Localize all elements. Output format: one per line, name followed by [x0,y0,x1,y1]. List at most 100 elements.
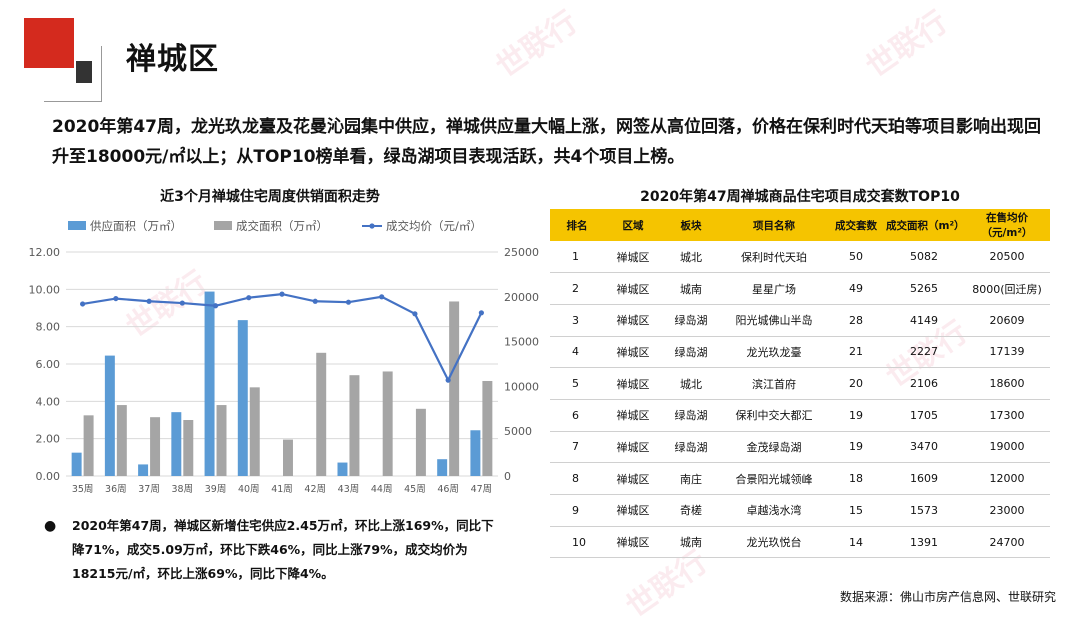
price-line [82,292,483,383]
bar-sales [249,387,260,476]
y-right-tick-label: 0 [504,470,511,483]
cell-district: 禅城区 [604,241,662,274]
bar-supply [437,459,448,476]
cell-area: 1609 [884,462,964,495]
header-project: 项目名称 [720,209,828,241]
cell-sector: 城南 [662,272,720,305]
cell-area: 5265 [884,272,964,305]
bar-supply [470,430,481,476]
cell-area: 3470 [884,431,964,464]
cell-area: 2106 [884,367,964,400]
cell-units: 21 [828,336,884,369]
table-header-row: 排名 区域 板块 项目名称 成交套数 成交面积（m²） 在售均价（元/m²） [550,209,1050,241]
x-tick-label: 36周 [105,484,127,495]
price-point [80,301,86,307]
bar-supply [104,355,115,476]
chart-title: 近3个月禅城住宅周度供销面积走势 [160,189,380,205]
x-tick-label: 41周 [271,484,293,495]
cell-area: 4149 [884,304,964,337]
cell-price: 23000 [964,494,1050,527]
y-left-tick-label: 4.00 [36,395,61,408]
x-tick-label: 39周 [205,484,227,495]
cell-sector: 城北 [662,241,720,274]
watermark: 世联行 [860,4,954,86]
table-row: 7 禅城区 绿岛湖 金茂绿岛湖 19 3470 19000 [550,431,1050,464]
price-point [246,295,252,301]
cell-units: 19 [828,399,884,432]
cell-units: 20 [828,367,884,400]
cell-district: 禅城区 [604,367,662,400]
price-point [478,310,484,316]
cell-sector: 南庄 [662,462,720,495]
y-right-tick-label: 5000 [504,425,532,438]
cell-price: 12000 [964,462,1050,495]
cell-project: 滨江首府 [720,367,828,400]
table-row: 2 禅城区 城南 星星广场 49 5265 8000(回迁房) [550,272,1050,305]
y-left-tick-label: 8.00 [36,321,61,334]
y-left-tick-label: 6.00 [36,358,61,371]
bar-supply [337,462,348,476]
cell-rank: 4 [550,336,604,369]
cell-rank: 5 [550,367,604,400]
top10-table: 排名 区域 板块 项目名称 成交套数 成交面积（m²） 在售均价（元/m²） 1… [550,209,1050,559]
legend-label: 供应面积（万㎡） [90,219,182,233]
logo-frame-line [44,46,102,102]
bar-sales [83,415,94,476]
legend-swatch-sales [214,221,232,230]
cell-price: 19000 [964,431,1050,464]
cell-district: 禅城区 [604,494,662,527]
cell-sector: 绿岛湖 [662,399,720,432]
cell-district: 禅城区 [604,431,662,464]
table-row: 4 禅城区 绿岛湖 龙光玖龙臺 21 2227 17139 [550,336,1050,369]
cell-district: 禅城区 [604,462,662,495]
table-row: 3 禅城区 绿岛湖 阳光城佛山半岛 28 4149 20609 [550,304,1050,337]
x-tick-label: 44周 [371,484,393,495]
cell-rank: 2 [550,272,604,305]
y-right-tick-label: 15000 [504,336,539,349]
cell-price: 8000(回迁房) [964,272,1050,305]
bullet-icon: ● [44,518,57,534]
cell-project: 卓越浅水湾 [720,494,828,527]
table-row: 9 禅城区 奇槎 卓越浅水湾 15 1573 23000 [550,494,1050,527]
cell-area: 1391 [884,526,964,559]
bar-sales [283,439,293,476]
header-rank: 排名 [550,209,604,241]
cell-price: 20609 [964,304,1050,337]
bar-sales [216,405,227,476]
supply-sales-chart: 0.00 2.00 4.00 6.00 8.00 10.00 12.00 0 5000 10000… [29,219,540,495]
bar-sales [150,417,161,476]
summary-text: 2020年第47周，龙光玖龙臺及花曼沁园集中供应，禅城供应量大幅上涨，网签从高位… [52,117,1041,167]
cell-rank: 9 [550,494,604,527]
cell-units: 15 [828,494,884,527]
x-tick-label: 40周 [238,484,260,495]
bar-sales [415,408,426,476]
data-source: 数据来源：佛山市房产信息网、世联研究 [839,590,1056,604]
cell-units: 14 [828,526,884,559]
header-sector: 板块 [662,209,720,241]
cell-units: 18 [828,462,884,495]
bar-supply [204,291,215,476]
cell-units: 19 [828,431,884,464]
bar-sales [449,301,460,476]
price-point [412,311,418,317]
x-tick-label: 38周 [172,484,194,495]
cell-district: 禅城区 [604,336,662,369]
cell-price: 18600 [964,367,1050,400]
cell-district: 禅城区 [604,399,662,432]
cell-area: 5082 [884,241,964,274]
cell-project: 金茂绿岛湖 [720,431,828,464]
price-point [179,300,185,306]
y-left-tick-label: 12.00 [29,246,61,259]
cell-project: 阳光城佛山半岛 [720,304,828,337]
x-tick-label: 37周 [138,484,160,495]
cell-rank: 10 [550,526,604,559]
bar-sales [183,420,194,476]
y-right-tick-label: 10000 [504,380,539,393]
bar-supply [71,452,82,476]
bar-sales [382,371,393,476]
table-row: 6 禅城区 绿岛湖 保利中交大都汇 19 1705 17300 [550,399,1050,432]
cell-units: 49 [828,272,884,305]
cell-sector: 绿岛湖 [662,336,720,369]
x-tick-label: 42周 [304,484,326,495]
header-district: 区域 [604,209,662,241]
